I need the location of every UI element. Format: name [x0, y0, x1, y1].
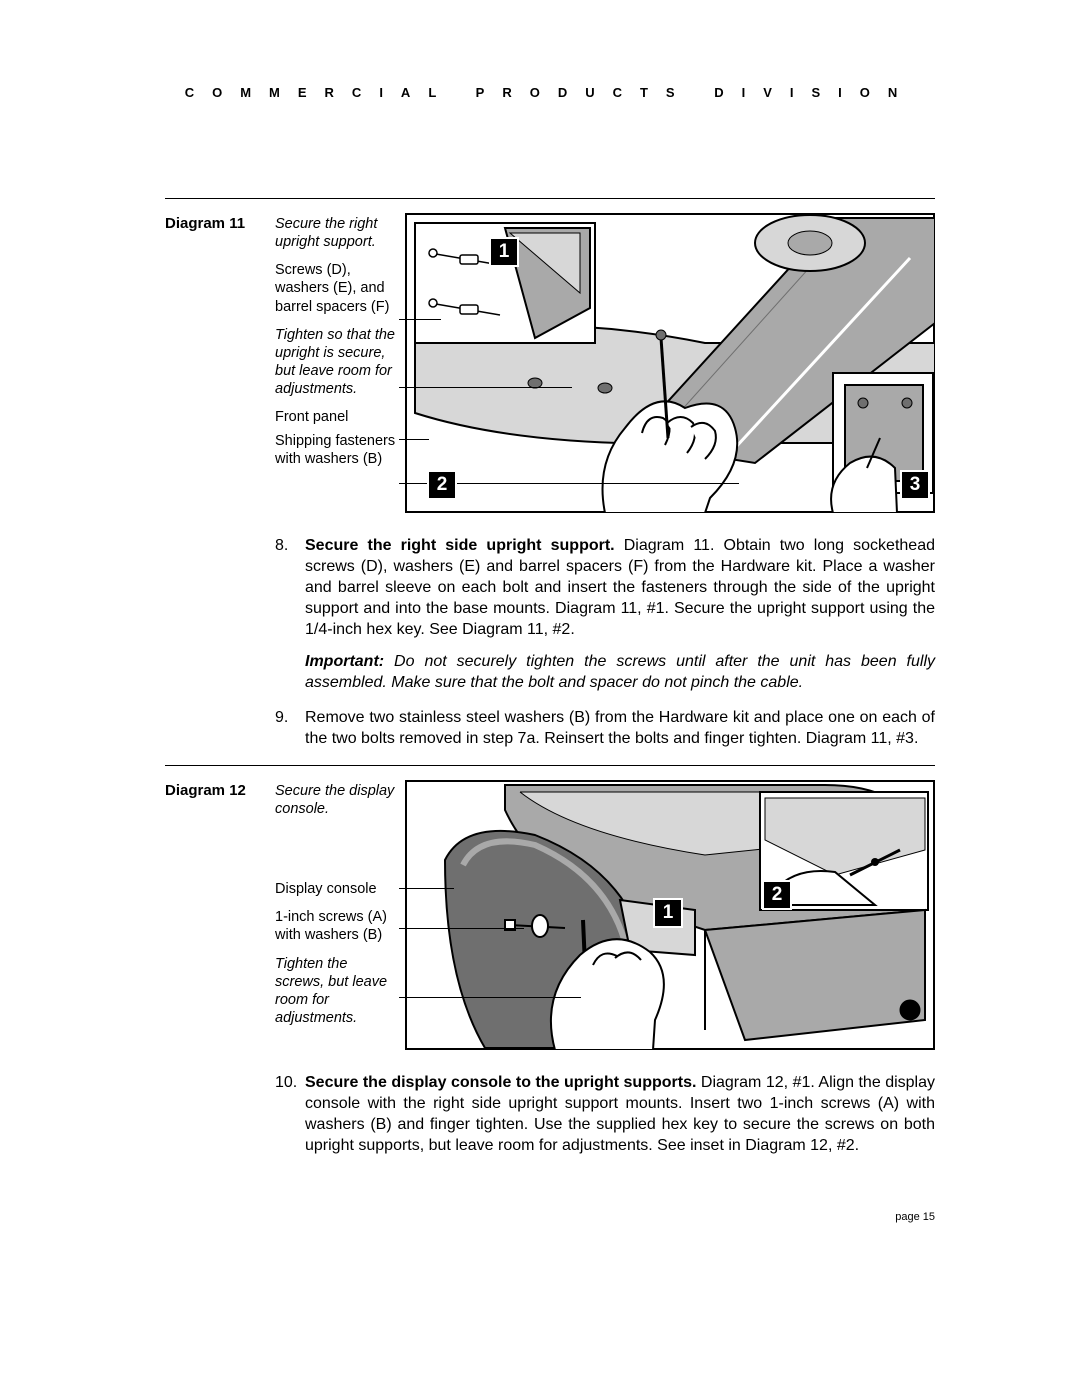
caption-secure-console: Secure the display console. — [275, 782, 399, 818]
callout-badge-3: 3 — [900, 470, 930, 500]
step-number: 9. — [275, 707, 305, 749]
caption-display-console: Display console — [275, 880, 399, 898]
caption-front-panel: Front panel — [275, 408, 399, 426]
leader-line — [399, 439, 429, 440]
diagram-11-label: Diagram 11 — [165, 213, 275, 232]
caption-tighten: Tighten so that the upright is secure, b… — [275, 326, 399, 399]
header-band: COMMERCIAL PRODUCTS DIVISION — [165, 85, 935, 100]
step-number: 10. — [275, 1072, 305, 1156]
important-label: Important: — [305, 653, 384, 670]
caption-tighten-12: Tighten the screws, but leave room for a… — [275, 955, 399, 1028]
instruction-list-2: 10. Secure the display console to the up… — [165, 1072, 935, 1156]
step-8: 8. Secure the right side upright support… — [275, 535, 935, 693]
step-text: Secure the right side upright support. D… — [305, 535, 935, 693]
caption-shipping-fasteners: Shipping fasteners with washers (B) — [275, 432, 399, 468]
step-lead: Secure the display console to the uprigh… — [305, 1074, 696, 1091]
callout-badge-2: 2 — [762, 880, 792, 910]
instruction-list-1: 8. Secure the right side upright support… — [165, 535, 935, 749]
step-9: 9. Remove two stainless steel washers (B… — [275, 707, 935, 749]
step-10: 10. Secure the display console to the up… — [275, 1072, 935, 1156]
leader-line — [399, 997, 581, 998]
diagram-12-illustration: 1 2 — [405, 780, 935, 1050]
diagram-11-svg — [405, 213, 935, 513]
page-container: COMMERCIAL PRODUCTS DIVISION Diagram 11 … — [165, 85, 935, 1170]
leader-line — [399, 888, 454, 889]
leader-line — [399, 928, 524, 929]
rule-above-diagram-12 — [165, 765, 935, 766]
page-number: page 15 — [895, 1211, 935, 1223]
rule-above-diagram-11 — [165, 198, 935, 199]
diagram-12-section: Diagram 12 Secure the display console. D… — [165, 780, 935, 1050]
diagram-11-section: Diagram 11 Secure the right upright supp… — [165, 213, 935, 513]
callout-badge-2: 2 — [427, 470, 457, 500]
step-lead: Secure the right side upright support. — [305, 537, 615, 554]
step-text: Remove two stainless steel washers (B) f… — [305, 707, 935, 749]
caption-screws-washers: Screws (D), washers (E), and barrel spac… — [275, 261, 399, 315]
caption-secure-right: Secure the right upright support. — [275, 215, 399, 251]
diagram-11-illustration: 1 2 3 — [405, 213, 935, 513]
step-text: Secure the display console to the uprigh… — [305, 1072, 935, 1156]
diagram-12-captions: Secure the display console. Display cons… — [275, 780, 405, 1037]
callout-badge-1: 1 — [489, 237, 519, 267]
step-number: 8. — [275, 535, 305, 693]
callout-badge-1: 1 — [653, 898, 683, 928]
important-text: Do not securely tighten the screws until… — [305, 653, 935, 691]
leader-line — [399, 387, 572, 388]
diagram-11-captions: Secure the right upright support. Screws… — [275, 213, 405, 479]
diagram-12-label: Diagram 12 — [165, 780, 275, 799]
leader-line — [399, 319, 441, 320]
caption-1in-screws: 1-inch screws (A) with washers (B) — [275, 908, 399, 944]
